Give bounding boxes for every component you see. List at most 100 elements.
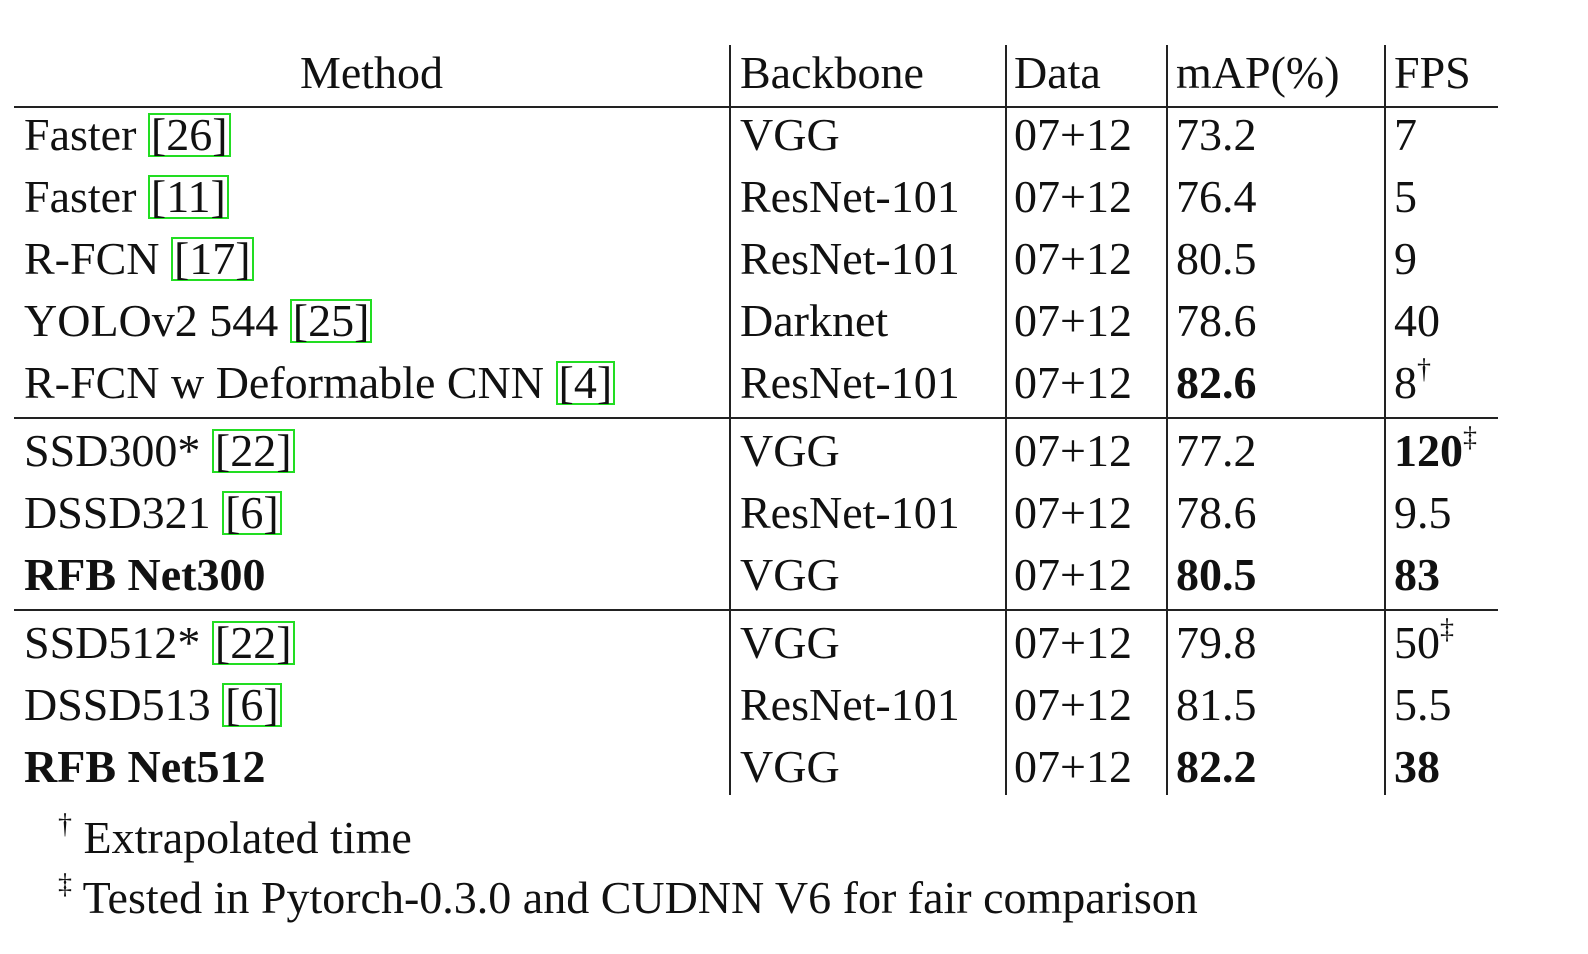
table-cell: 07+12	[1014, 352, 1132, 414]
footnote: † Extrapolated time	[58, 808, 412, 868]
table-cell: Darknet	[740, 290, 888, 352]
cell-text: 9.5	[1394, 487, 1452, 538]
table-cell: 50‡	[1394, 612, 1454, 674]
table-cell: 73.2	[1176, 104, 1257, 166]
table-cell: 7	[1394, 104, 1417, 166]
cell-text: 81.5	[1176, 679, 1257, 730]
table-cell: 07+12	[1014, 612, 1132, 674]
cell-text: 78.6	[1176, 295, 1257, 346]
table-cell: RFB Net300	[24, 544, 265, 606]
table-cell: 83	[1394, 544, 1440, 606]
cell-text: 80.5	[1176, 233, 1257, 284]
table-cell: RFB Net512	[24, 736, 265, 798]
cell-text: 07+12	[1014, 233, 1132, 284]
cell-text: 78.6	[1176, 487, 1257, 538]
cell-text: ResNet-101	[740, 357, 960, 408]
cell-text: 7	[1394, 109, 1417, 160]
footnote-mark: †	[58, 808, 72, 840]
cell-text: R-FCN w Deformable CNN	[24, 357, 544, 408]
table-cell: Faster [11]	[24, 166, 229, 228]
cell-text: 82.2	[1176, 741, 1257, 792]
cell-text: 83	[1394, 549, 1440, 600]
table-cell: 82.6	[1176, 352, 1257, 414]
cell-text: SSD512*	[24, 617, 201, 668]
footnote-mark: ‡	[58, 868, 72, 900]
column-header: FPS	[1394, 47, 1471, 98]
cell-text: 07+12	[1014, 425, 1132, 476]
footnote-text: Extrapolated time	[83, 812, 412, 863]
cell-text: 80.5	[1176, 549, 1257, 600]
table-cell: 77.2	[1176, 420, 1257, 482]
table-cell: 76.4	[1176, 166, 1257, 228]
cell-text: SSD300*	[24, 425, 201, 476]
table-cell: R-FCN w Deformable CNN [4]	[24, 352, 616, 414]
cell-text: 40	[1394, 295, 1440, 346]
citation: [6]	[222, 490, 282, 536]
table-cell: VGG	[740, 104, 840, 166]
table-cell: 07+12	[1014, 104, 1132, 166]
table-cell: ResNet-101	[740, 166, 960, 228]
footnote-mark: ‡	[1463, 421, 1477, 453]
citation: [6]	[222, 682, 282, 728]
table-cell: 80.5	[1176, 228, 1257, 290]
footnote-mark: ‡	[1440, 613, 1454, 645]
column-rule	[1005, 45, 1007, 795]
cell-text: RFB Net300	[24, 549, 266, 600]
cell-text: 76.4	[1176, 171, 1257, 222]
cell-text: 82.6	[1176, 357, 1257, 408]
cell-text: 07+12	[1014, 487, 1132, 538]
table-cell: 78.6	[1176, 290, 1257, 352]
cell-text: 5	[1394, 171, 1417, 222]
column-rule	[1384, 45, 1386, 795]
cell-text: VGG	[740, 617, 840, 668]
cell-text: Faster	[24, 109, 137, 160]
cell-text: 79.8	[1176, 617, 1257, 668]
cell-text: 5.5	[1394, 679, 1452, 730]
citation: [25]	[289, 298, 373, 344]
cell-text: 07+12	[1014, 741, 1132, 792]
cell-text: 07+12	[1014, 617, 1132, 668]
table-cell: VGG	[740, 420, 840, 482]
column-header: mAP(%)	[1176, 47, 1340, 98]
table-cell: 07+12	[1014, 420, 1132, 482]
table-cell: ResNet-101	[740, 674, 960, 736]
table-cell: DSSD513 [6]	[24, 674, 282, 736]
cell-text: 07+12	[1014, 357, 1132, 408]
table-cell: 81.5	[1176, 674, 1257, 736]
table-cell: 38	[1394, 736, 1440, 798]
column-rule	[1166, 45, 1168, 795]
citation: [4]	[555, 360, 616, 406]
table-cell: 120‡	[1394, 420, 1477, 482]
footnote: ‡ Tested in Pytorch-0.3.0 and CUDNN V6 f…	[58, 868, 1198, 928]
table-cell: 07+12	[1014, 544, 1132, 606]
cell-text: 07+12	[1014, 171, 1132, 222]
table-cell: 5	[1394, 166, 1417, 228]
cell-text: ResNet-101	[740, 487, 960, 538]
cell-text: 77.2	[1176, 425, 1257, 476]
cell-text: ResNet-101	[740, 233, 960, 284]
table-cell: ResNet-101	[740, 482, 960, 544]
table-cell: YOLOv2 544 [25]	[24, 290, 373, 352]
cell-text: 07+12	[1014, 295, 1132, 346]
table-cell: 9	[1394, 228, 1417, 290]
table-cell: VGG	[740, 612, 840, 674]
table-cell: 07+12	[1014, 674, 1132, 736]
table-cell: SSD300* [22]	[24, 420, 295, 482]
table-cell: VGG	[740, 736, 840, 798]
cell-text: DSSD513	[24, 679, 211, 730]
cell-text: VGG	[740, 549, 840, 600]
cell-text: 9	[1394, 233, 1417, 284]
cell-text: 07+12	[1014, 109, 1132, 160]
table-cell: 80.5	[1176, 544, 1257, 606]
table-cell: VGG	[740, 544, 840, 606]
cell-text: 120	[1394, 425, 1463, 476]
table-cell: 07+12	[1014, 228, 1132, 290]
footnote-text: Tested in Pytorch-0.3.0 and CUDNN V6 for…	[82, 872, 1198, 923]
cell-text: Darknet	[740, 295, 889, 346]
table-cell: 78.6	[1176, 482, 1257, 544]
cell-text: R-FCN	[24, 233, 160, 284]
column-rule	[729, 45, 731, 795]
cell-text: Faster	[24, 171, 137, 222]
row-rule	[14, 609, 1498, 611]
table-cell: 82.2	[1176, 736, 1257, 798]
